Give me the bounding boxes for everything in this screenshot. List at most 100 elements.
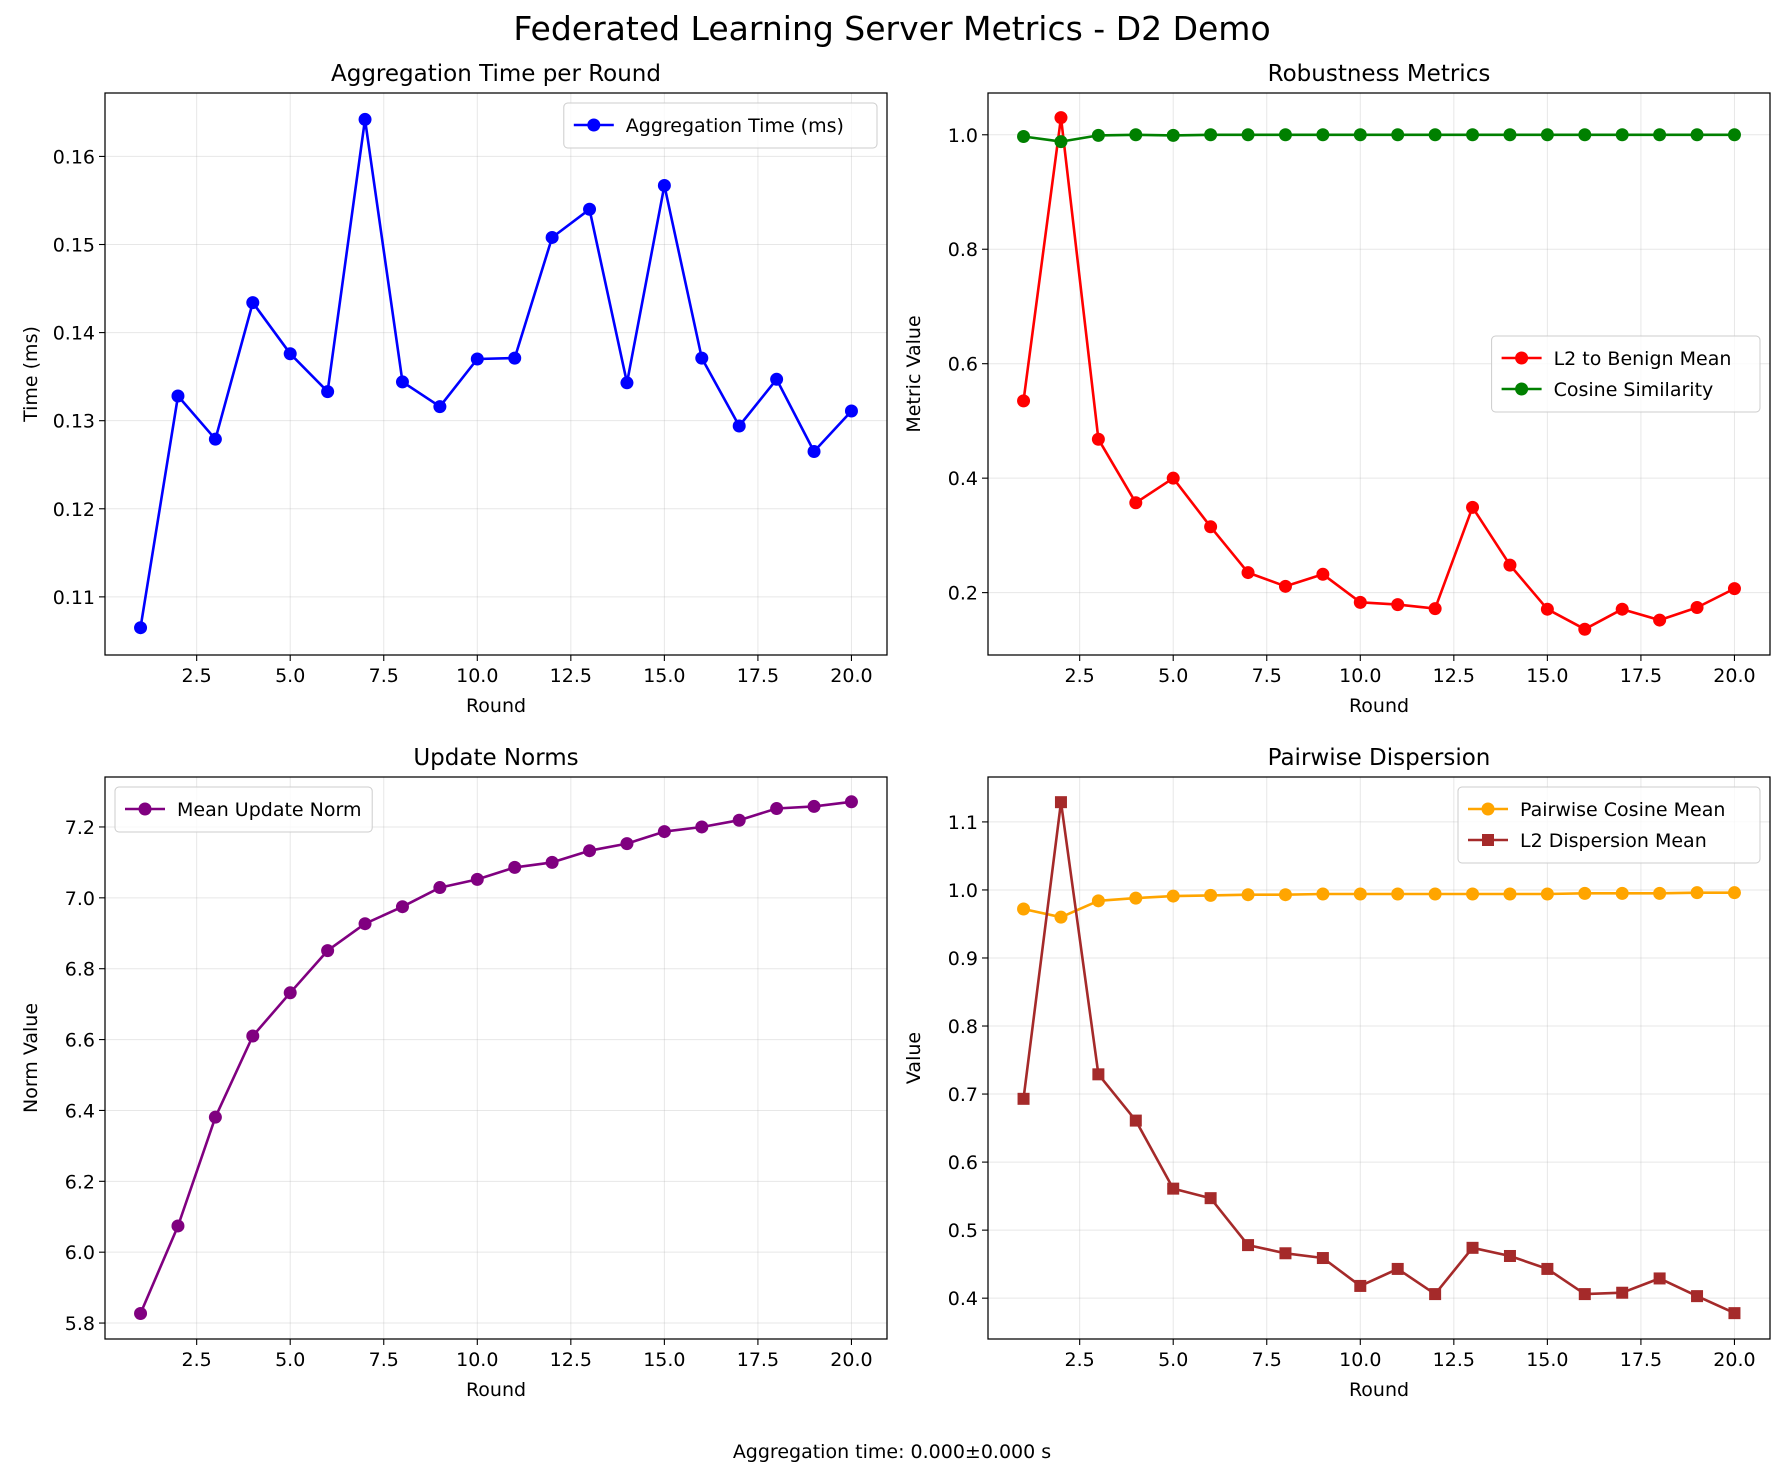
- data-point-l2-to-benign-mean: [1540, 602, 1554, 616]
- data-point-pairwise-cosine-mean: [1129, 891, 1143, 905]
- x-tick-label: 17.5: [737, 1349, 779, 1371]
- x-tick-label: 2.5: [1065, 665, 1095, 687]
- y-tick-label: 0.6: [948, 1152, 978, 1174]
- data-point-cosine-similarity: [1316, 128, 1330, 142]
- y-tick-label: 6.6: [65, 1030, 95, 1052]
- y-axis-label: Metric Value: [903, 315, 925, 432]
- x-tick-label: 5.0: [1158, 1349, 1188, 1371]
- data-point-pairwise-cosine-mean: [1166, 889, 1180, 903]
- data-point-mean-update-norm: [770, 802, 784, 816]
- data-point-aggregation-time-ms: [732, 419, 746, 433]
- data-point-cosine-similarity: [1204, 128, 1218, 142]
- data-point-aggregation-time-ms: [283, 347, 297, 361]
- data-point-aggregation-time-ms: [657, 178, 671, 192]
- data-point-pairwise-cosine-mean: [1540, 887, 1554, 901]
- data-point-mean-update-norm: [657, 825, 671, 839]
- data-point-aggregation-time-ms: [358, 112, 372, 126]
- data-point-cosine-similarity: [1503, 128, 1517, 142]
- data-point-mean-update-norm: [508, 860, 522, 874]
- y-tick-label: 0.8: [948, 239, 978, 261]
- x-tick-label: 17.5: [737, 665, 779, 687]
- y-tick-label: 0.15: [53, 235, 95, 257]
- data-point-l2-dispersion-mean: [1503, 1249, 1516, 1262]
- x-tick-label: 2.5: [1065, 1349, 1095, 1371]
- data-point-aggregation-time-ms: [807, 445, 821, 459]
- data-point-l2-dispersion-mean: [1167, 1182, 1180, 1195]
- y-tick-label: 0.13: [53, 411, 95, 433]
- legend: L2 to Benign Mean Cosine Similarity: [1491, 335, 1761, 413]
- x-tick-label: 12.5: [550, 1349, 592, 1371]
- data-point-mean-update-norm: [545, 855, 559, 869]
- data-point-l2-dispersion-mean: [1054, 796, 1067, 809]
- data-point-cosine-similarity: [1241, 128, 1255, 142]
- data-point-mean-update-norm: [134, 1306, 148, 1320]
- data-point-l2-to-benign-mean: [1129, 496, 1143, 510]
- data-point-l2-dispersion-mean: [1316, 1252, 1329, 1265]
- x-tick-label: 10.0: [1339, 665, 1381, 687]
- data-point-pairwise-cosine-mean: [1578, 886, 1592, 900]
- data-point-cosine-similarity: [1017, 129, 1031, 143]
- data-point-aggregation-time-ms: [620, 376, 634, 390]
- data-point-cosine-similarity: [1615, 128, 1629, 142]
- data-point-cosine-similarity: [1428, 128, 1442, 142]
- legend-box: [1491, 335, 1761, 413]
- x-tick-label: 20.0: [830, 665, 872, 687]
- y-axis-label: Value: [903, 1032, 925, 1084]
- y-tick-label: 7.2: [65, 817, 95, 839]
- data-point-cosine-similarity: [1540, 128, 1554, 142]
- x-tick-label: 15.0: [643, 1349, 685, 1371]
- data-point-l2-to-benign-mean: [1391, 598, 1405, 612]
- data-point-cosine-similarity: [1091, 128, 1105, 142]
- figure-title: Federated Learning Server Metrics - D2 D…: [513, 9, 1270, 48]
- x-tick-label: 10.0: [456, 665, 498, 687]
- legend-box: [114, 786, 373, 833]
- data-point-pairwise-cosine-mean: [1615, 886, 1629, 900]
- legend-marker-aggregation-time-ms: [587, 118, 601, 132]
- data-point-l2-to-benign-mean: [1727, 582, 1741, 596]
- x-axis-label: Round: [466, 1379, 526, 1401]
- data-point-mean-update-norm: [208, 1110, 222, 1124]
- data-point-l2-to-benign-mean: [1241, 566, 1255, 580]
- data-point-aggregation-time-ms: [508, 351, 522, 365]
- x-tick-label: 5.0: [275, 665, 305, 687]
- x-tick-label: 2.5: [182, 665, 212, 687]
- data-point-cosine-similarity: [1466, 128, 1480, 142]
- data-point-l2-to-benign-mean: [1428, 602, 1442, 616]
- chart-title: Pairwise Dispersion: [1268, 745, 1491, 771]
- y-tick-label: 1.1: [948, 812, 978, 834]
- axes-frame: [987, 92, 1771, 656]
- data-point-mean-update-norm: [470, 872, 484, 886]
- data-point-l2-dispersion-mean: [1466, 1241, 1479, 1254]
- x-tick-label: 7.5: [1252, 1349, 1282, 1371]
- axes-frame: [104, 776, 888, 1340]
- x-tick-label: 12.5: [550, 665, 592, 687]
- data-point-aggregation-time-ms: [171, 389, 185, 403]
- data-point-cosine-similarity: [1391, 128, 1405, 142]
- y-tick-label: 6.0: [65, 1242, 95, 1264]
- y-tick-label: 6.4: [65, 1100, 95, 1122]
- data-point-pairwise-cosine-mean: [1466, 887, 1480, 901]
- y-tick-label: 0.6: [948, 354, 978, 376]
- data-point-mean-update-norm: [171, 1219, 185, 1233]
- x-tick-label: 15.0: [1526, 1349, 1568, 1371]
- legend-label-cosine-similarity: Cosine Similarity: [1554, 379, 1714, 401]
- legend-label-l2-dispersion-mean: L2 Dispersion Mean: [1520, 830, 1707, 852]
- data-point-l2-dispersion-mean: [1653, 1272, 1666, 1285]
- data-point-aggregation-time-ms: [395, 375, 409, 389]
- data-point-cosine-similarity: [1578, 128, 1592, 142]
- figure-footer: Aggregation time: 0.000±0.000 s: [733, 1441, 1051, 1463]
- data-point-l2-to-benign-mean: [1278, 579, 1292, 593]
- data-point-aggregation-time-ms: [844, 404, 858, 418]
- data-point-l2-to-benign-mean: [1091, 432, 1105, 446]
- x-tick-label: 5.0: [275, 1349, 305, 1371]
- legend-label-mean-update-norm: Mean Update Norm: [177, 799, 361, 821]
- x-tick-label: 7.5: [369, 665, 399, 687]
- y-tick-label: 0.16: [53, 146, 95, 168]
- data-point-cosine-similarity: [1129, 128, 1143, 142]
- data-point-l2-to-benign-mean: [1353, 595, 1367, 609]
- data-point-aggregation-time-ms: [246, 296, 260, 310]
- x-tick-label: 20.0: [1713, 665, 1755, 687]
- data-point-cosine-similarity: [1690, 128, 1704, 142]
- y-tick-label: 0.5: [948, 1220, 978, 1242]
- data-point-cosine-similarity: [1653, 128, 1667, 142]
